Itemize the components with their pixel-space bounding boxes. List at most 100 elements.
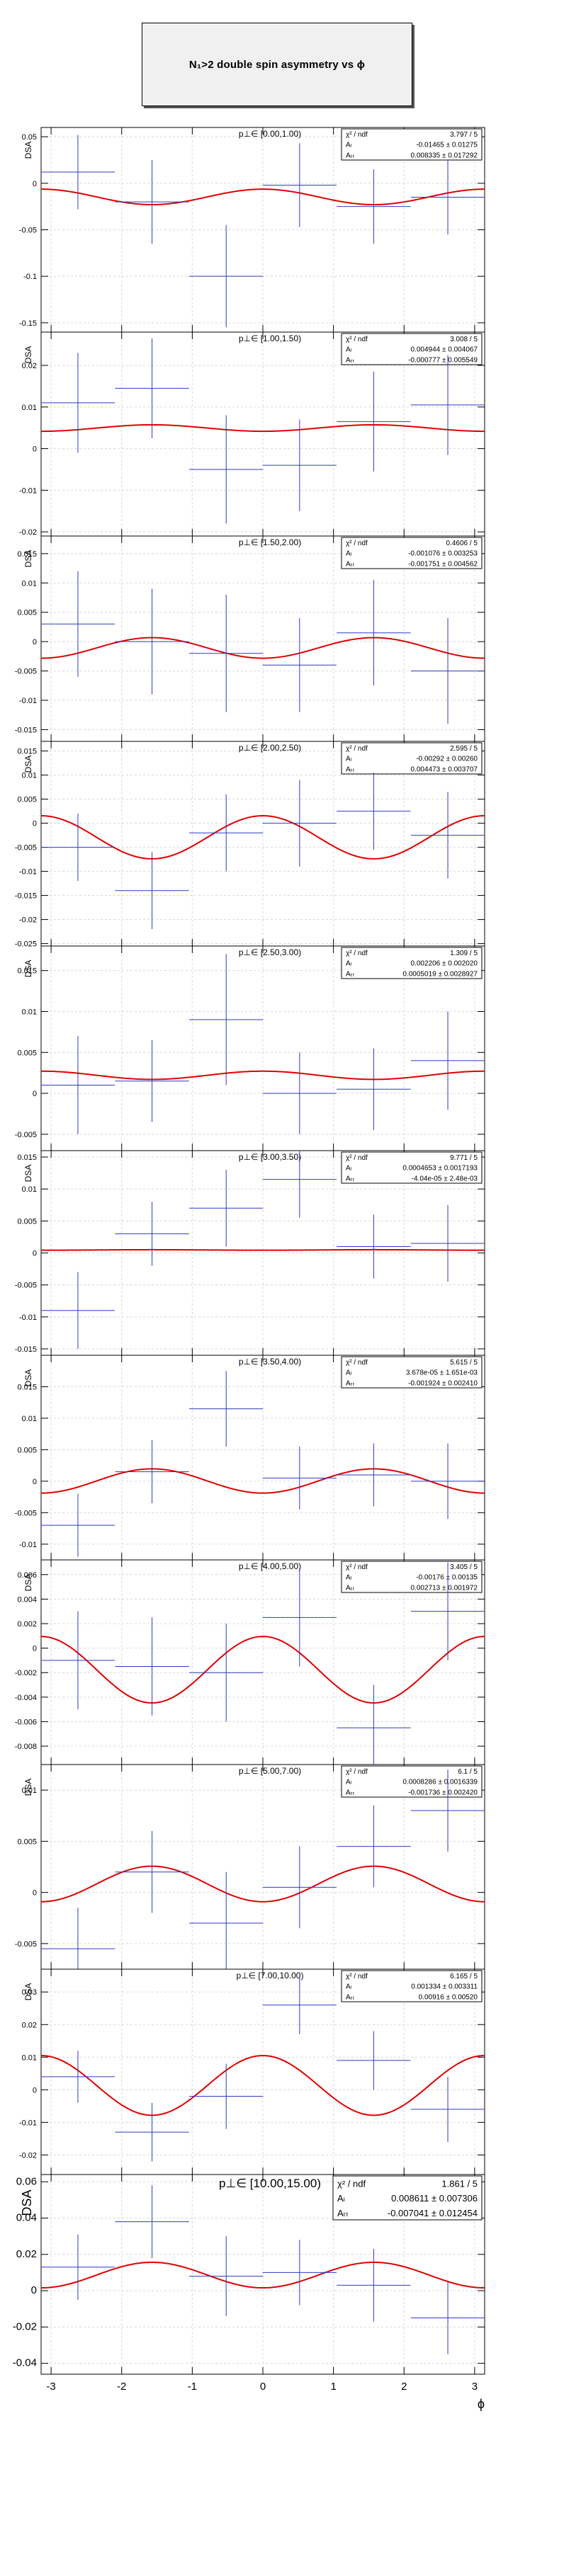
y-tick-label: -0.01 bbox=[19, 486, 37, 495]
data-point bbox=[262, 143, 337, 227]
y-tick-label: 0.005 bbox=[17, 796, 37, 804]
x-tick-label: -3 bbox=[46, 2381, 55, 2393]
y-tick-label: -0.025 bbox=[15, 940, 37, 949]
data-point bbox=[189, 594, 264, 712]
stats-label-chi2-ndf: χ² / ndf bbox=[346, 131, 368, 139]
y-tick-label: 0 bbox=[33, 2086, 37, 2095]
panel-title: p⊥∈ [10.00,15.00) bbox=[219, 2177, 321, 2190]
panel-8: 0.01 0.005 0 -0.005 DSA p⊥∈ [5.00,7.00) χ² / n… bbox=[15, 1764, 485, 1970]
data-point bbox=[337, 2249, 411, 2322]
stats-value-a-l: 0.0004653 ± 0.0017193 bbox=[402, 1165, 478, 1173]
stats-label-a-l: Aₗ bbox=[337, 2193, 345, 2204]
y-tick-label: -0.005 bbox=[15, 1282, 37, 1290]
data-point bbox=[40, 2234, 115, 2300]
y-axis-label: DSA bbox=[23, 1165, 33, 1182]
data-point bbox=[410, 355, 485, 455]
stats-value-a-tt: 0.004473 ± 0.003707 bbox=[411, 765, 478, 773]
data-point bbox=[262, 1846, 337, 1929]
y-tick-label: 0.01 bbox=[22, 1415, 37, 1423]
y-tick-label: 0.01 bbox=[22, 1786, 37, 1795]
stats-box bbox=[341, 1765, 483, 1798]
y-tick-label: 0 bbox=[33, 1478, 37, 1486]
y-tick-label: 0.005 bbox=[17, 1217, 37, 1226]
y-tick-label: -0.015 bbox=[15, 892, 37, 901]
x-tick-label: 3 bbox=[472, 2381, 478, 2393]
stats-box bbox=[341, 128, 483, 161]
y-tick-label: 0.005 bbox=[17, 1837, 37, 1846]
stats-value-a-l: 0.001334 ± 0.003311 bbox=[411, 1983, 478, 1991]
data-point bbox=[189, 1371, 264, 1447]
stats-label-a-l: Aₗ bbox=[346, 142, 352, 149]
y-tick-label: 0.01 bbox=[22, 579, 37, 588]
y-tick-label: -0.01 bbox=[19, 2119, 37, 2127]
y-tick-label: 0 bbox=[33, 820, 37, 828]
stats-label-chi2-ndf: χ² / ndf bbox=[346, 950, 368, 957]
stats-label-a-l: Aₗ bbox=[346, 1983, 352, 1991]
stats-label-a-tt: Aₜₜ bbox=[346, 1584, 355, 1592]
data-point bbox=[40, 2051, 115, 2103]
data-point bbox=[40, 1493, 115, 1557]
y-tick-label: 0 bbox=[33, 638, 37, 646]
y-tick-label: -0.01 bbox=[19, 868, 37, 877]
data-point bbox=[337, 1048, 411, 1131]
panel-title: p⊥∈ [3.00,3.50) bbox=[239, 1152, 301, 1162]
stats-value-chi2-ndf: 3.008 / 5 bbox=[450, 336, 478, 343]
stats-label-a-tt: Aₜₜ bbox=[337, 2208, 349, 2218]
y-tick-label: 0.06 bbox=[16, 2175, 37, 2187]
data-point bbox=[115, 1039, 189, 1122]
stats-box bbox=[341, 1970, 483, 2002]
data-point bbox=[337, 1443, 411, 1507]
y-tick-label: -0.01 bbox=[19, 1541, 37, 1549]
stats-value-a-l: -0.001076 ± 0.003253 bbox=[408, 550, 478, 558]
panel-3: 0.015 0.01 0.005 0 -0.005 -0.01 -0.015 -0.02 -0.… bbox=[15, 741, 485, 949]
data-point bbox=[337, 1214, 411, 1279]
y-tick-label: -0.005 bbox=[15, 1131, 37, 1139]
y-tick-label: -0.02 bbox=[13, 2320, 37, 2332]
panel-6: 0.015 0.01 0.005 0 -0.005 -0.01 DSA p⊥∈ [3.50,4… bbox=[15, 1355, 485, 1561]
stats-value-a-l: -0.00176 ± 0.00135 bbox=[416, 1574, 478, 1582]
x-tick-label: 2 bbox=[401, 2381, 407, 2393]
y-tick-label: -0.002 bbox=[15, 1669, 37, 1677]
fit-curve bbox=[40, 2261, 485, 2289]
data-point bbox=[410, 2076, 485, 2142]
stats-value-a-tt: -0.007041 ± 0.012454 bbox=[388, 2208, 478, 2218]
stats-value-chi2-ndf: 2.595 / 5 bbox=[450, 745, 478, 753]
stats-box bbox=[341, 1151, 483, 1184]
data-point bbox=[115, 2185, 189, 2258]
data-point bbox=[115, 338, 189, 438]
title-box: N₁>2 double spin asymmetry vs ϕ bbox=[142, 23, 412, 106]
panel-title: p⊥∈ [5.00,7.00) bbox=[239, 1766, 301, 1776]
y-tick-label: -0.1 bbox=[23, 273, 37, 281]
y-axis-label: DSA bbox=[23, 1574, 33, 1592]
data-point bbox=[262, 1052, 337, 1134]
y-tick-label: -0.005 bbox=[15, 1940, 37, 1949]
data-point bbox=[262, 1976, 337, 2035]
stats-value-chi2-ndf: 3.797 / 5 bbox=[450, 131, 478, 139]
stats-label-chi2-ndf: χ² / ndf bbox=[346, 1359, 368, 1367]
stats-label-chi2-ndf: χ² / ndf bbox=[346, 1768, 368, 1776]
y-tick-label: -0.015 bbox=[15, 726, 37, 734]
panel-title: p⊥∈ [7.00,10.00) bbox=[237, 1971, 304, 1981]
y-tick-label: -0.005 bbox=[15, 844, 37, 853]
y-tick-label: 0.015 bbox=[17, 1383, 37, 1391]
x-axis-label: ϕ bbox=[478, 2397, 485, 2411]
stats-box bbox=[332, 2175, 483, 2221]
stats-value-chi2-ndf: 6.165 / 5 bbox=[450, 1973, 478, 1981]
y-tick-label: 0.005 bbox=[17, 1049, 37, 1057]
stats-value-a-l: 0.002206 ± 0.002020 bbox=[411, 960, 478, 968]
y-tick-label: -0.005 bbox=[15, 1509, 37, 1517]
y-tick-label: 0 bbox=[33, 1889, 37, 1898]
stats-label-chi2-ndf: χ² / ndf bbox=[346, 336, 368, 343]
y-tick-label: 0.004 bbox=[17, 1595, 37, 1604]
stats-label-a-tt: Aₜₜ bbox=[346, 1993, 355, 2001]
fit-curve bbox=[40, 423, 485, 433]
y-tick-label: 0.01 bbox=[22, 2053, 37, 2062]
stats-label-a-l: Aₗ bbox=[346, 960, 352, 968]
y-axis-label: DSA bbox=[23, 346, 33, 364]
data-point bbox=[262, 1446, 337, 1510]
stats-label-a-l: Aₗ bbox=[346, 550, 352, 558]
data-point bbox=[189, 415, 264, 524]
y-tick-label: 0.015 bbox=[17, 967, 37, 976]
panel-title: p⊥∈ [2.50,3.00) bbox=[239, 947, 301, 957]
